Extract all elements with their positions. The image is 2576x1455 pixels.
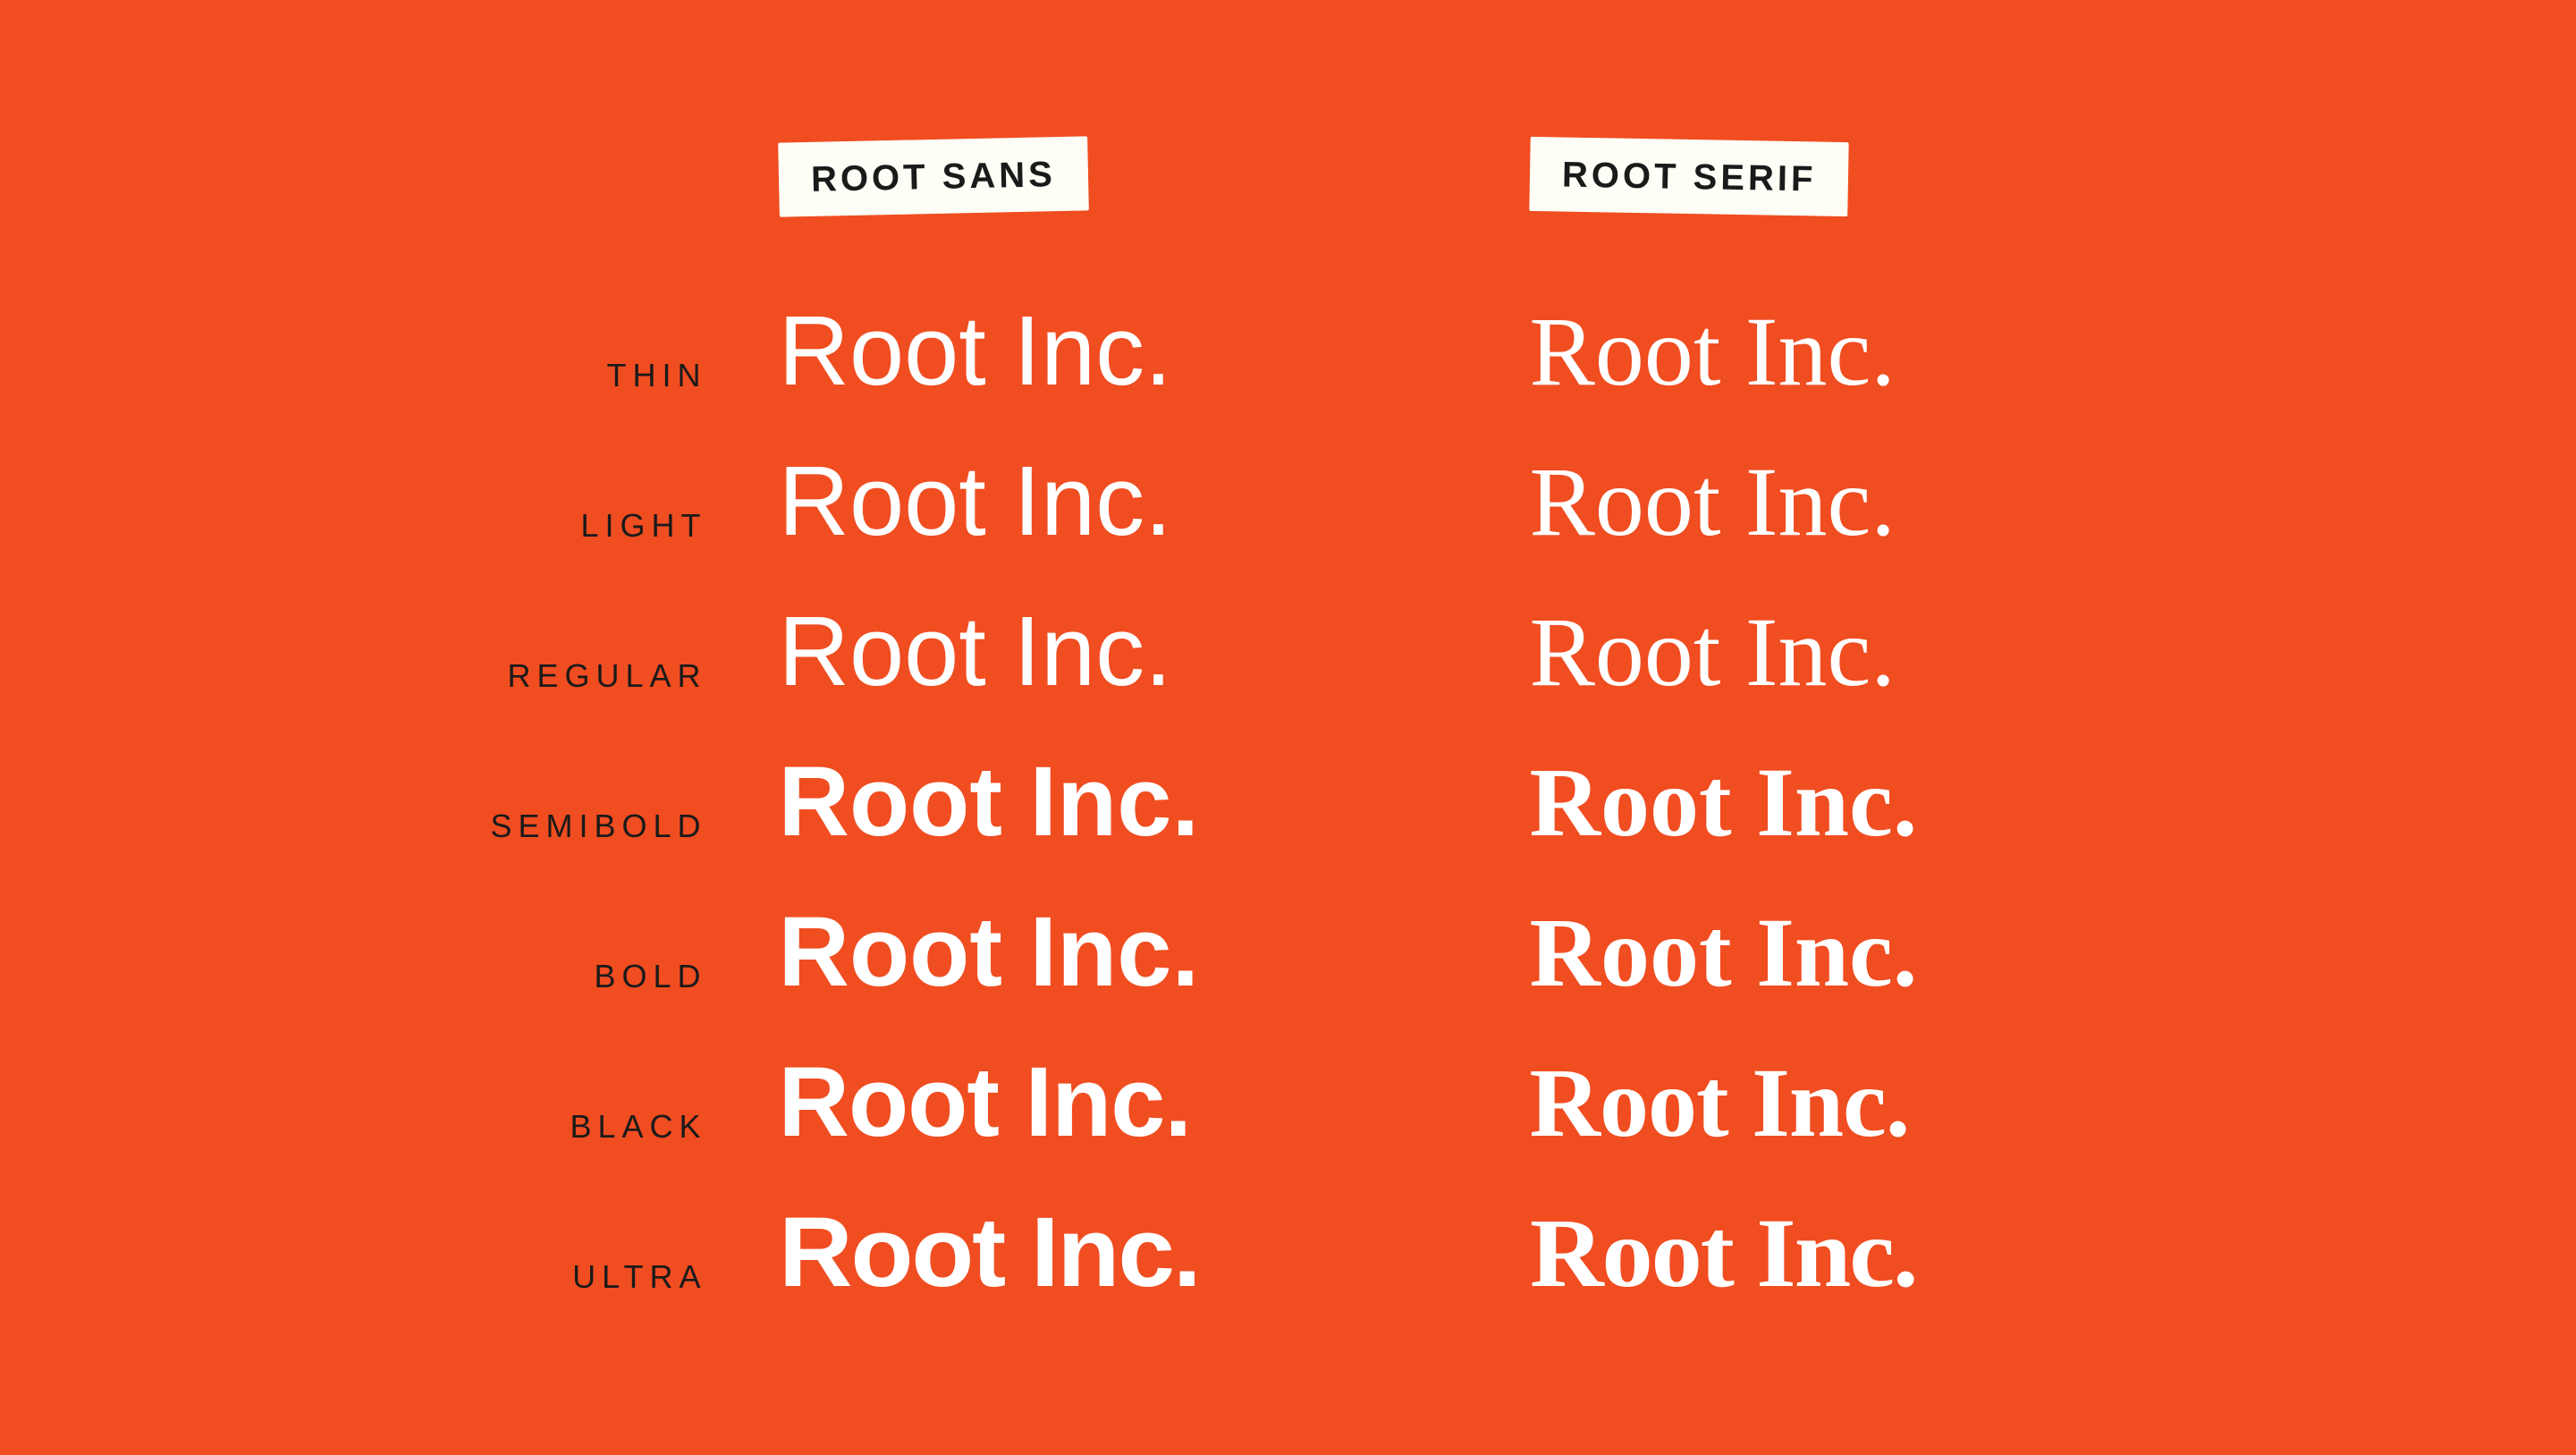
sample-text: Root Inc.	[1530, 603, 1896, 701]
sample-text: Root Inc.	[1530, 1204, 1917, 1302]
sans-column: ROOT SANS Root Inc. Root Inc. Root Inc. …	[779, 140, 1476, 1328]
sample-text: Root Inc.	[779, 1053, 1192, 1152]
sample-serif-thin: Root Inc.	[1530, 276, 2227, 427]
sample-serif-bold: Root Inc.	[1530, 877, 2227, 1028]
sample-text: Root Inc.	[779, 453, 1172, 551]
sample-text: Root Inc.	[779, 753, 1200, 851]
sample-serif-ultra: Root Inc.	[1530, 1178, 2227, 1328]
sample-sans-semibold: Root Inc.	[779, 727, 1476, 877]
serif-header-badge: ROOT SERIF	[1529, 136, 1849, 216]
sample-sans-bold: Root Inc.	[779, 877, 1476, 1028]
weight-label-black: BLACK	[570, 1052, 724, 1202]
sample-text: Root Inc.	[1530, 302, 1896, 401]
sample-text: Root Inc.	[779, 302, 1172, 401]
weight-labels-column: THIN LIGHT REGULAR SEMIBOLD BOLD BLACK U…	[350, 140, 725, 1352]
sample-sans-thin: Root Inc.	[779, 276, 1476, 427]
sample-serif-black: Root Inc.	[1530, 1028, 2227, 1178]
sample-serif-semibold: Root Inc.	[1530, 727, 2227, 877]
weight-label-bold: BOLD	[594, 901, 724, 1052]
sample-sans-regular: Root Inc.	[779, 577, 1476, 727]
sample-text: Root Inc.	[779, 1204, 1200, 1302]
sample-sans-light: Root Inc.	[779, 427, 1476, 577]
sample-sans-black: Root Inc.	[779, 1028, 1476, 1178]
weight-label-thin: THIN	[607, 300, 725, 451]
weight-label-ultra: ULTRA	[572, 1202, 724, 1352]
sample-serif-regular: Root Inc.	[1530, 577, 2227, 727]
weight-label-light: LIGHT	[580, 451, 724, 601]
sample-text: Root Inc.	[779, 903, 1200, 1002]
weight-label-regular: REGULAR	[507, 601, 724, 751]
sample-text: Root Inc.	[1530, 903, 1918, 1002]
sample-serif-light: Root Inc.	[1530, 427, 2227, 577]
weight-label-semibold: SEMIBOLD	[490, 751, 724, 901]
sample-text: Root Inc.	[1530, 753, 1918, 851]
sample-sans-ultra: Root Inc.	[779, 1178, 1476, 1328]
sample-text: Root Inc.	[1530, 453, 1896, 551]
sans-header-badge: ROOT SANS	[778, 136, 1088, 216]
sample-text: Root Inc.	[779, 603, 1172, 701]
serif-column: ROOT SERIF Root Inc. Root Inc. Root Inc.…	[1530, 140, 2227, 1328]
type-specimen: THIN LIGHT REGULAR SEMIBOLD BOLD BLACK U…	[350, 104, 2227, 1352]
sample-text: Root Inc.	[1530, 1053, 1910, 1152]
